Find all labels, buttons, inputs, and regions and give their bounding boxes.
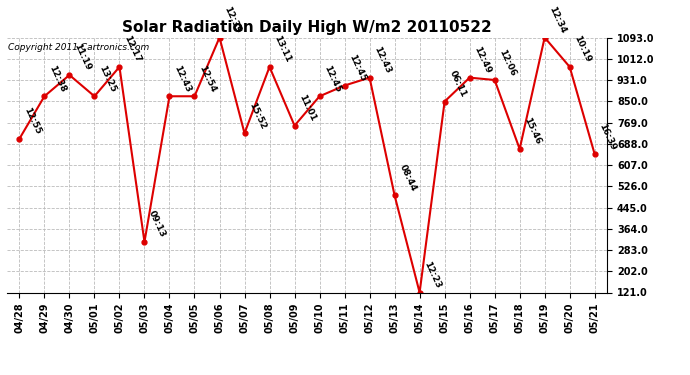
Text: 11:01: 11:01: [297, 93, 317, 123]
Text: 12:54: 12:54: [197, 64, 217, 93]
Text: 11:19: 11:19: [72, 42, 92, 72]
Text: Copyright 2011 Cartronics.com: Copyright 2011 Cartronics.com: [8, 43, 149, 52]
Text: 15:46: 15:46: [522, 116, 543, 146]
Text: 08:44: 08:44: [397, 163, 417, 193]
Text: 06:11: 06:11: [447, 69, 468, 99]
Text: 16:39: 16:39: [598, 122, 618, 152]
Text: 12:34: 12:34: [547, 5, 568, 35]
Text: 13:25: 13:25: [97, 64, 117, 93]
Text: 12:49: 12:49: [473, 45, 493, 75]
Text: 12:43: 12:43: [373, 45, 393, 75]
Text: 12:43: 12:43: [172, 64, 193, 93]
Text: 09:13: 09:13: [147, 209, 168, 239]
Text: 12:23: 12:23: [422, 260, 443, 290]
Text: 12:38: 12:38: [47, 64, 68, 93]
Text: 12:45: 12:45: [322, 64, 343, 93]
Text: 12:17: 12:17: [122, 34, 143, 64]
Text: 15:52: 15:52: [247, 101, 268, 130]
Text: 12:55: 12:55: [22, 106, 43, 136]
Text: 12:45: 12:45: [347, 53, 368, 83]
Text: 12:06: 12:06: [497, 48, 518, 77]
Text: 13:11: 13:11: [273, 34, 293, 64]
Text: 10:19: 10:19: [573, 34, 593, 64]
Text: 12:39: 12:39: [222, 5, 243, 35]
Title: Solar Radiation Daily High W/m2 20110522: Solar Radiation Daily High W/m2 20110522: [122, 20, 492, 35]
